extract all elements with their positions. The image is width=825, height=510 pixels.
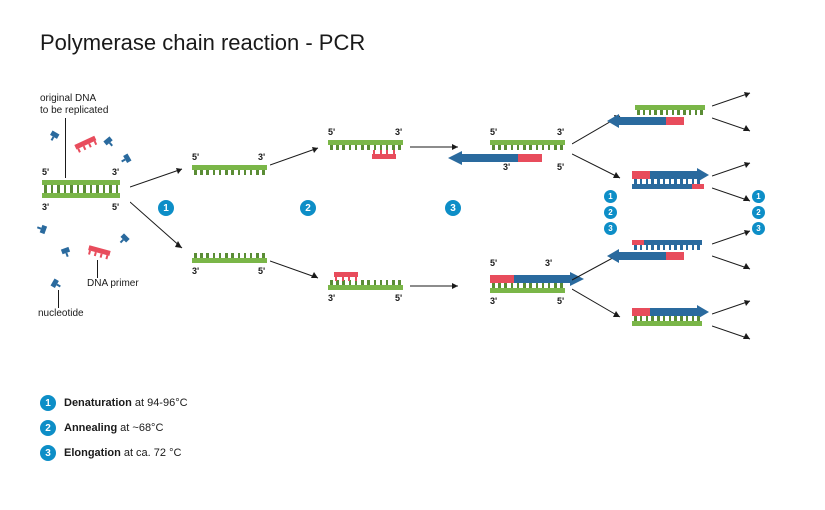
- ssdna-bottom: [192, 258, 267, 263]
- legend-row-3: 3 Elongation at ca. 72 °C: [40, 445, 181, 461]
- dsdna-original-top: [42, 180, 120, 185]
- primer-float: [74, 136, 97, 153]
- arrow: [712, 115, 757, 135]
- arrow: [410, 282, 465, 290]
- step-3-circle: 3: [604, 222, 617, 235]
- end-3: 3': [42, 202, 49, 212]
- label-line: [97, 260, 98, 278]
- primer-float: [87, 245, 110, 258]
- product-1-arrow: [607, 114, 705, 128]
- end-5: 5': [258, 266, 265, 276]
- primer-segment: [692, 184, 704, 189]
- arrow: [572, 150, 627, 185]
- arrow: [712, 323, 757, 343]
- arrow: [712, 228, 757, 248]
- arrow: [410, 143, 465, 151]
- end-3: 3': [557, 127, 564, 137]
- end-3: 3': [503, 162, 510, 172]
- end-5: 5': [42, 167, 49, 177]
- legend-name-3: Elongation: [64, 447, 121, 459]
- step-1-circle: 1: [40, 395, 56, 411]
- dsdna-original-bottom: [42, 193, 120, 198]
- nucleotide-float: [61, 247, 71, 257]
- arrow: [572, 285, 627, 325]
- legend-name-2: Annealing: [64, 422, 117, 434]
- end-5: 5': [490, 258, 497, 268]
- arrow: [712, 253, 757, 273]
- end-5: 5': [490, 127, 497, 137]
- end-3: 3': [490, 296, 497, 306]
- nucleotide-float: [103, 136, 114, 147]
- arrow: [712, 160, 757, 180]
- arrow: [130, 165, 190, 195]
- step-1-circle: 1: [604, 190, 617, 203]
- end-5: 5': [395, 293, 402, 303]
- arrow: [712, 185, 757, 205]
- arrow: [270, 145, 325, 170]
- anneal-bottom-strand: [328, 285, 403, 290]
- end-3: 3': [328, 293, 335, 303]
- end-5: 5': [557, 162, 564, 172]
- end-5: 5': [192, 152, 199, 162]
- legend-temp-3: at ca. 72 °C: [124, 447, 182, 459]
- legend-name-1: Denaturation: [64, 397, 132, 409]
- step-2-circle: 2: [604, 206, 617, 219]
- end-5: 5': [328, 127, 335, 137]
- nucleotide-float: [37, 224, 47, 234]
- ssdna-top: [192, 165, 267, 170]
- product-1-green: [635, 105, 705, 110]
- label-dna-primer: DNA primer: [87, 278, 139, 290]
- primer-annealed-bottom: [334, 272, 358, 280]
- label-line: [65, 118, 66, 178]
- primer-annealed-top: [372, 151, 396, 159]
- end-3: 3': [395, 127, 402, 137]
- legend-temp-2: at ~68°C: [120, 422, 163, 434]
- arrow: [712, 298, 757, 318]
- product-4-green: [632, 321, 702, 326]
- end-5: 5': [557, 296, 564, 306]
- label-line: [58, 290, 59, 308]
- page-title: Polymerase chain reaction - PCR: [40, 30, 365, 56]
- arrow: [270, 258, 325, 283]
- elong-bottom-template: [490, 288, 565, 293]
- primer-segment: [632, 240, 644, 245]
- legend-row-2: 2 Annealing at ~68°C: [40, 420, 163, 436]
- nucleotide-float: [51, 279, 62, 290]
- step-3-circle: 3: [40, 445, 56, 461]
- end-3: 3': [112, 167, 119, 177]
- label-original-dna: original DNA to be replicated: [40, 93, 108, 117]
- end-5: 5': [112, 202, 119, 212]
- arrow: [130, 200, 190, 255]
- legend-temp-1: at 94-96°C: [135, 397, 188, 409]
- step-2-circle: 2: [752, 206, 765, 219]
- nucleotide-float: [49, 131, 60, 142]
- anneal-top-strand: [328, 140, 403, 145]
- end-3: 3': [258, 152, 265, 162]
- arrow: [712, 90, 757, 110]
- end-3: 3': [545, 258, 552, 268]
- step-2-circle: 2: [40, 420, 56, 436]
- step-2-circle: 2: [300, 200, 316, 216]
- end-3: 3': [192, 266, 199, 276]
- product-3-arrow: [607, 249, 705, 263]
- nucleotide-float: [121, 154, 132, 165]
- elong-top-template: [490, 140, 565, 145]
- step-3-circle: 3: [445, 200, 461, 216]
- nucleotide-float: [118, 233, 129, 244]
- legend-row-1: 1 Denaturation at 94-96°C: [40, 395, 188, 411]
- label-nucleotide: nucleotide: [38, 308, 84, 320]
